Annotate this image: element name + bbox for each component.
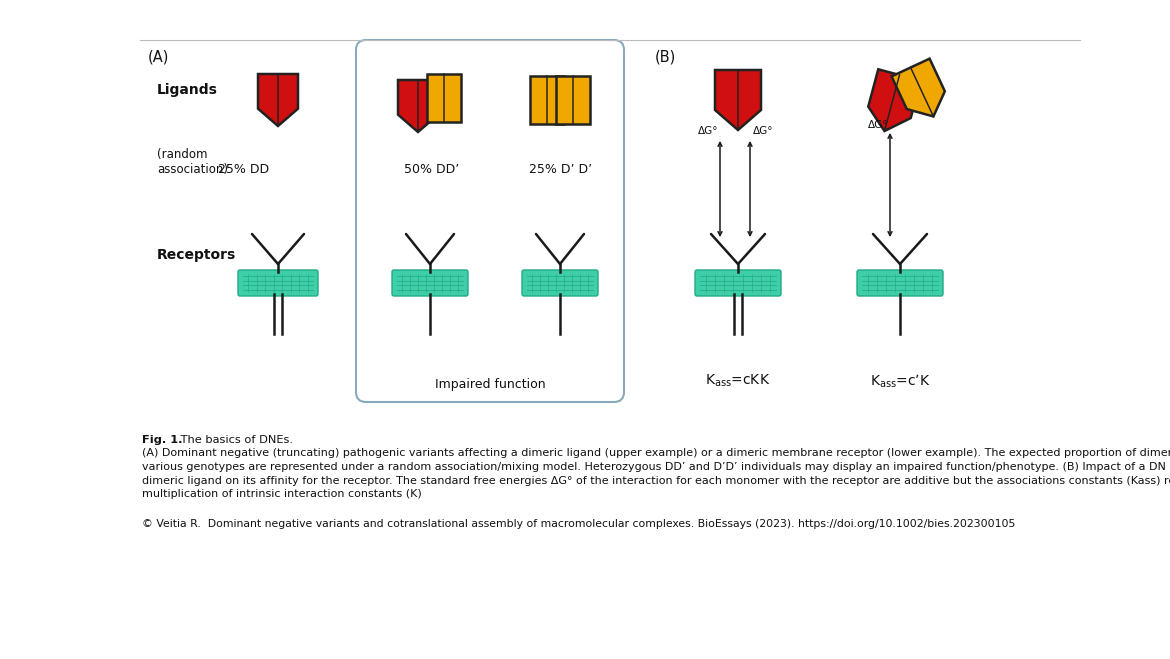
FancyBboxPatch shape: [356, 40, 624, 402]
Text: (B): (B): [655, 50, 676, 65]
Text: ΔG°: ΔG°: [753, 126, 773, 136]
Polygon shape: [715, 70, 760, 130]
Text: ΔG°: ΔG°: [698, 126, 718, 136]
Text: Impaired function: Impaired function: [435, 378, 545, 391]
Text: Fig. 1.: Fig. 1.: [142, 435, 183, 445]
Text: dimeric ligand on its affinity for the receptor. The standard free energies ΔG° : dimeric ligand on its affinity for the r…: [142, 476, 1170, 486]
Bar: [427, 74, 461, 122]
Text: 50% DD’: 50% DD’: [405, 163, 460, 176]
Bar: [556, 76, 590, 124]
Text: ΔG°: ΔG°: [868, 120, 888, 130]
FancyBboxPatch shape: [695, 270, 782, 296]
Text: Receptors: Receptors: [157, 248, 236, 262]
Text: K$_{\mathrm{ass}}$=c’K: K$_{\mathrm{ass}}$=c’K: [869, 373, 930, 390]
FancyBboxPatch shape: [392, 270, 468, 296]
Text: 25% D’ D’: 25% D’ D’: [530, 163, 592, 176]
FancyBboxPatch shape: [856, 270, 943, 296]
FancyBboxPatch shape: [522, 270, 598, 296]
Text: (random
association): (random association): [157, 148, 228, 176]
Text: The basics of DNEs.: The basics of DNEs.: [177, 435, 292, 445]
Text: various genotypes are represented under a random association/mixing model. Heter: various genotypes are represented under …: [142, 462, 1170, 472]
Text: (A): (A): [147, 50, 170, 65]
Text: © Veitia R.  Dominant negative variants and cotranslational assembly of macromol: © Veitia R. Dominant negative variants a…: [142, 519, 1016, 529]
Text: Ligands: Ligands: [157, 83, 218, 97]
Text: 25% DD: 25% DD: [218, 163, 269, 176]
Bar: [530, 76, 564, 124]
Polygon shape: [259, 74, 298, 126]
Text: (A) Dominant negative (truncating) pathogenic variants affecting a dimeric ligan: (A) Dominant negative (truncating) patho…: [142, 449, 1170, 459]
Polygon shape: [892, 59, 945, 117]
Text: multiplication of intrinsic interaction constants (K): multiplication of intrinsic interaction …: [142, 489, 421, 499]
Polygon shape: [398, 80, 438, 132]
FancyBboxPatch shape: [238, 270, 318, 296]
Polygon shape: [868, 69, 921, 131]
Text: K$_{\mathrm{ass}}$=cKK: K$_{\mathrm{ass}}$=cKK: [706, 373, 771, 389]
